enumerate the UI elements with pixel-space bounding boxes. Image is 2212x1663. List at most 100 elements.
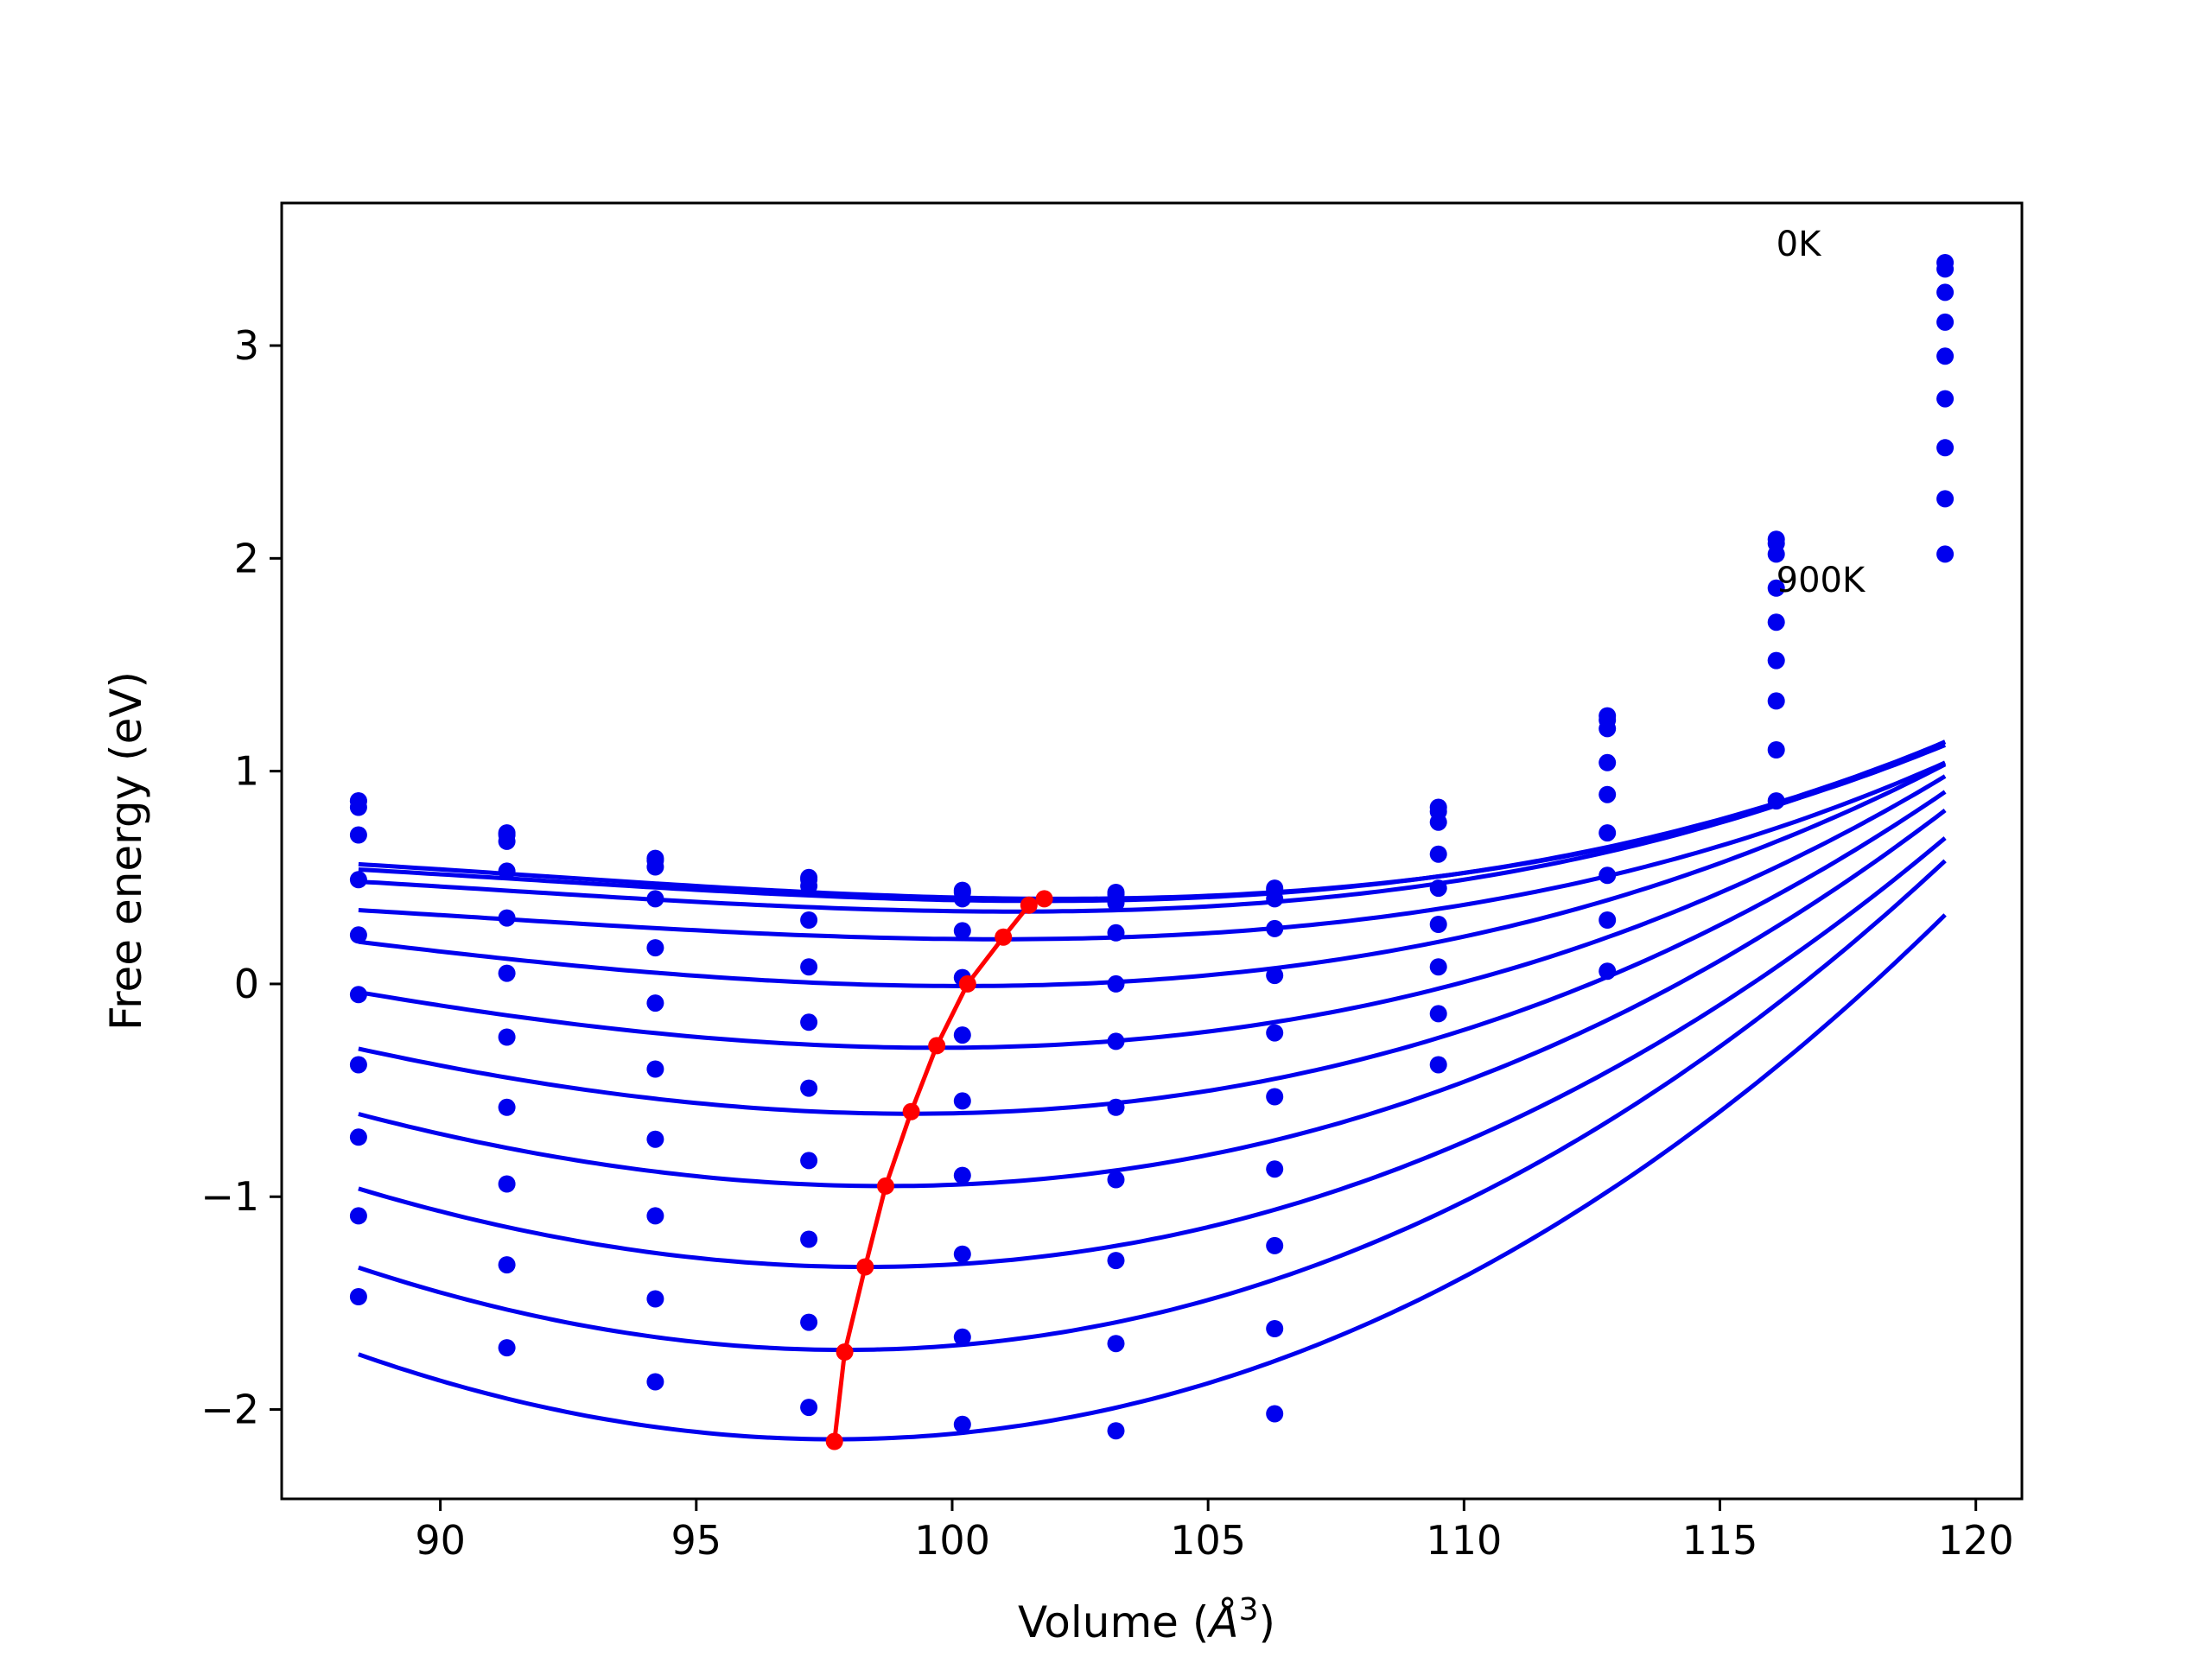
fit-curve-500K xyxy=(358,774,1947,1050)
equilibrium-point xyxy=(877,1177,894,1195)
fit-curve-700K xyxy=(358,809,1947,1189)
data-point-300K xyxy=(349,826,367,844)
equilibrium-point xyxy=(825,1432,843,1450)
data-point-200K xyxy=(1107,894,1125,912)
data-point-600K xyxy=(1599,866,1617,885)
data-point-800K xyxy=(498,1175,516,1193)
data-point-500K xyxy=(1767,651,1785,670)
x-tick-label: 105 xyxy=(1170,1517,1246,1564)
data-point-500K xyxy=(1599,824,1617,842)
data-point-1000K xyxy=(646,1373,664,1391)
data-point-400K xyxy=(800,958,818,976)
data-point-700K xyxy=(1429,1005,1447,1023)
fit-curve-300K xyxy=(358,760,1947,942)
data-point-400K xyxy=(1107,974,1125,993)
data-point-900K xyxy=(800,1313,818,1331)
data-point-500K xyxy=(646,994,664,1012)
data-point-400K xyxy=(1936,347,1955,365)
y-tick-label: 0 xyxy=(234,961,259,1007)
data-point-500K xyxy=(1429,916,1447,933)
equilibrium-point xyxy=(836,1343,854,1361)
data-point-300K xyxy=(498,862,516,880)
data-point-900K xyxy=(646,1290,664,1308)
data-point-300K xyxy=(1599,753,1617,771)
data-point-300K xyxy=(953,922,971,940)
plot-frame xyxy=(280,201,2024,1501)
data-point-700K xyxy=(349,1056,367,1074)
data-point-300K xyxy=(646,890,664,908)
fit-curve-200K xyxy=(358,739,1947,914)
data-point-200K xyxy=(953,890,971,908)
fit-curve-1000K xyxy=(358,913,1947,1442)
x-tick-label: 115 xyxy=(1682,1517,1758,1564)
x-tick-label: 90 xyxy=(415,1517,466,1564)
equilibrium-point xyxy=(995,928,1013,946)
fit-curve-400K xyxy=(358,762,1947,988)
x-tick-label: 100 xyxy=(914,1517,990,1564)
data-point-700K xyxy=(498,1098,516,1116)
data-point-400K xyxy=(1599,785,1617,803)
data-points xyxy=(349,254,1955,1440)
equilibrium-point xyxy=(928,1037,946,1055)
data-point-800K xyxy=(1936,545,1955,563)
data-point-600K xyxy=(800,1079,818,1097)
data-point-700K xyxy=(1599,911,1617,929)
data-point-200K xyxy=(1599,720,1617,738)
data-point-600K xyxy=(349,986,367,1004)
equilibrium-path xyxy=(832,897,1046,1442)
y-tick-label: 2 xyxy=(234,535,259,581)
fit-curve-600K xyxy=(358,790,1947,1116)
data-point-1000K xyxy=(349,1288,367,1305)
data-point-600K xyxy=(646,1060,664,1078)
fit-curve-100K xyxy=(358,739,1947,904)
data-point-700K xyxy=(1107,1171,1125,1189)
data-point-600K xyxy=(1429,958,1447,976)
x-tick-label: 120 xyxy=(1938,1517,2014,1564)
data-point-700K xyxy=(800,1152,818,1170)
data-point-600K xyxy=(1266,1088,1284,1106)
x-axis-label: Volume (Å3) xyxy=(1018,1592,1275,1647)
equilibrium-line xyxy=(825,890,1053,1450)
data-point-800K xyxy=(1767,792,1785,810)
data-point-300K xyxy=(1266,919,1284,937)
y-axis-label: Free energy (eV) xyxy=(101,671,151,1031)
fit-curve-800K xyxy=(358,836,1947,1269)
data-point-1000K xyxy=(1266,1405,1284,1423)
data-point-300K xyxy=(1107,924,1125,942)
x-tick-label: 95 xyxy=(671,1517,722,1564)
data-point-900K xyxy=(498,1256,516,1274)
data-point-800K xyxy=(1266,1236,1284,1254)
data-point-1000K xyxy=(800,1399,818,1417)
data-point-400K xyxy=(349,871,367,889)
data-point-1000K xyxy=(1107,1422,1125,1440)
data-point-700K xyxy=(953,1166,971,1184)
data-point-900K xyxy=(1266,1320,1284,1337)
data-point-400K xyxy=(1767,613,1785,632)
data-point-300K xyxy=(800,911,818,929)
data-point-900K xyxy=(1107,1335,1125,1353)
data-point-700K xyxy=(646,1130,664,1148)
y-axis-ticks: −2 −1 0 1 2 3 xyxy=(200,322,282,1433)
data-point-600K xyxy=(498,1028,516,1046)
data-point-500K xyxy=(800,1013,818,1031)
annotation-0K: 0K xyxy=(1777,225,1822,264)
data-point-500K xyxy=(953,1026,971,1044)
data-point-400K xyxy=(1429,879,1447,898)
y-tick-label: 1 xyxy=(234,748,259,795)
data-point-200K xyxy=(646,858,664,876)
y-tick-label: −1 xyxy=(200,1173,259,1220)
data-point-800K xyxy=(349,1128,367,1146)
y-tick-label: 3 xyxy=(234,322,259,369)
equilibrium-point xyxy=(958,974,976,993)
data-point-500K xyxy=(1936,390,1955,408)
data-point-600K xyxy=(1107,1098,1125,1116)
equilibrium-point xyxy=(1035,890,1053,908)
x-axis-ticks: 90 95 100 105 110 115 120 xyxy=(415,1499,2014,1564)
data-point-500K xyxy=(1107,1032,1125,1050)
data-point-400K xyxy=(498,909,516,927)
data-point-200K xyxy=(1266,890,1284,908)
fit-curves xyxy=(358,739,1947,1442)
